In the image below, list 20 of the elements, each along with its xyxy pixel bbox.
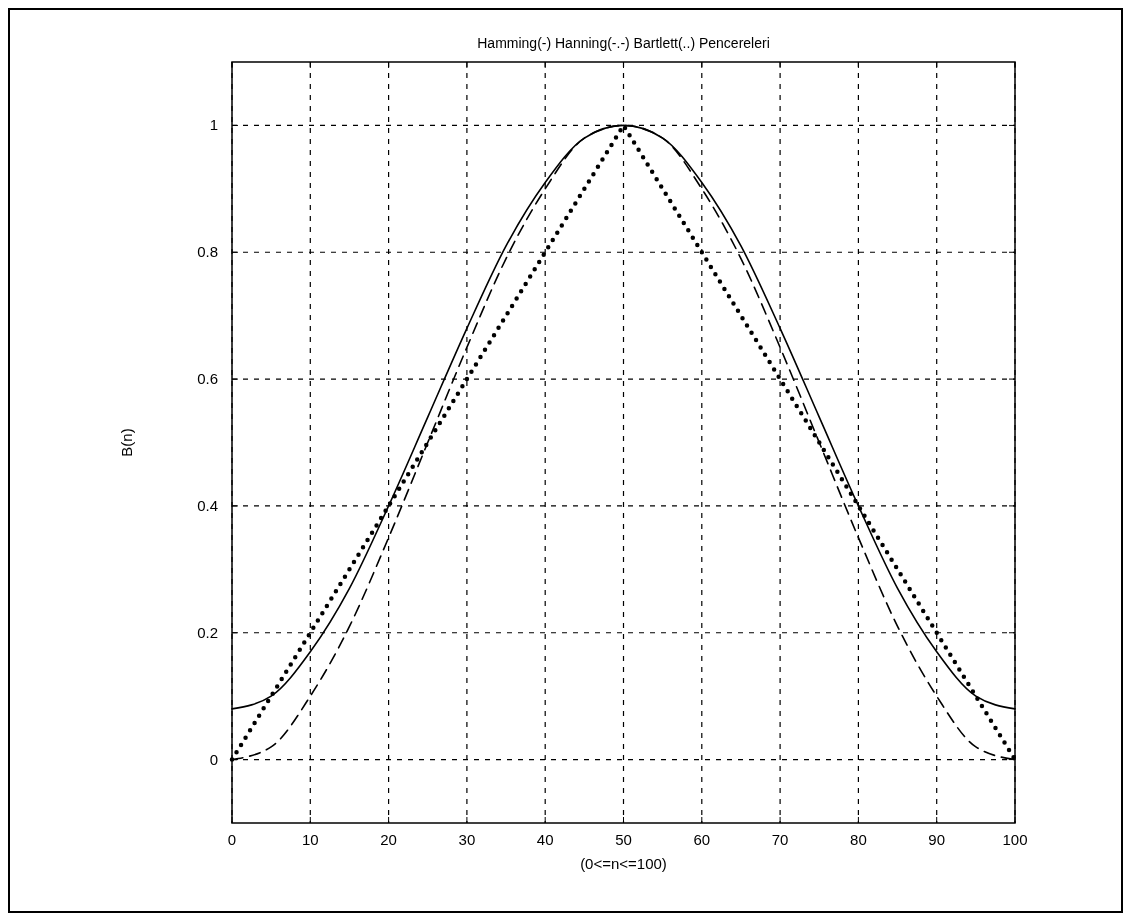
y-tick-label: 1 xyxy=(209,116,218,134)
y-tick-label: 0.4 xyxy=(197,496,218,514)
x-tick-label: 0 xyxy=(227,831,237,848)
chart-title: Hamming(-) Hanning(-.-) Bartlett(..) Pencereleri xyxy=(477,35,770,51)
x-tick-label: 50 xyxy=(615,831,632,848)
y-tick-label: 0.8 xyxy=(197,243,218,261)
x-tick-label: 60 xyxy=(693,831,711,848)
y-axis-title: B(n) xyxy=(118,428,135,457)
y-tick-label: 0.6 xyxy=(197,370,218,388)
x-tick-label: 80 xyxy=(850,831,867,848)
x-tick-label: 90 xyxy=(928,831,946,848)
x-tick-label: 100 xyxy=(1002,831,1028,848)
x-axis-title: (0<=n<=100) xyxy=(580,855,667,872)
x-tick-label: 30 xyxy=(458,831,476,848)
y-tick-label: 0.2 xyxy=(197,623,218,641)
y-tick-label: 0 xyxy=(209,750,218,768)
x-tick-label: 10 xyxy=(301,831,319,848)
x-tick-label: 20 xyxy=(380,831,397,848)
x-tick-label: 70 xyxy=(771,831,789,848)
x-tick-label: 40 xyxy=(536,831,554,848)
